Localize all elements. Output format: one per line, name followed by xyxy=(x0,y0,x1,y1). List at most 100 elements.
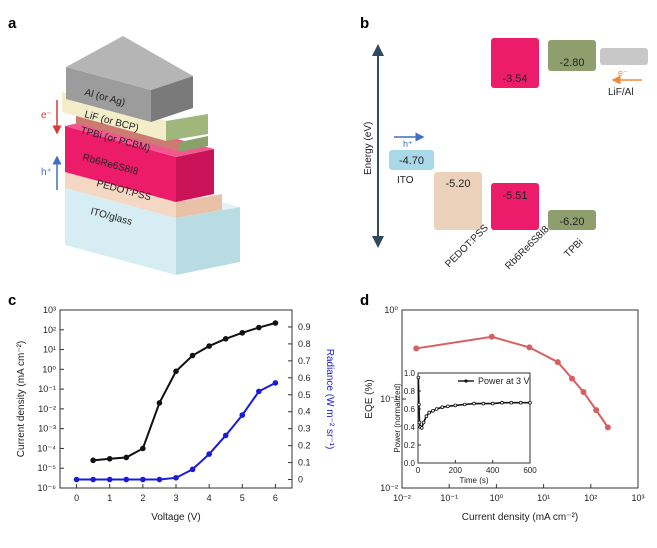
y-tick-label-c: 10⁻¹ xyxy=(38,384,56,394)
y2-axis-label-c: Radiance (W m⁻² sr⁻¹) xyxy=(324,349,335,450)
x-tick-label-c: 5 xyxy=(240,493,245,503)
y2-tick-label-c: 0.6 xyxy=(298,373,311,383)
y-tick-label-inset: 0.2 xyxy=(404,441,416,450)
data-point-d xyxy=(488,333,495,340)
data-point-inset xyxy=(472,401,476,406)
y2-tick-label-c: 0 xyxy=(298,475,303,485)
tpbi-homo-box xyxy=(548,210,596,230)
lif-al-label: LiF/Al xyxy=(608,87,634,98)
perovskite-vb-value: -5.51 xyxy=(502,190,527,202)
y2-tick-label-c: 0.7 xyxy=(298,356,311,366)
y-tick-label-d: 10⁻¹ xyxy=(380,394,398,404)
data-point-c-1 xyxy=(222,432,229,439)
data-point-c-0 xyxy=(239,330,246,336)
y2-tick-label-c: 0.8 xyxy=(298,339,311,349)
data-point-c-0 xyxy=(206,343,212,349)
data-point-c-1 xyxy=(256,388,262,395)
data-point-d xyxy=(554,359,561,366)
data-point-c-1 xyxy=(90,476,96,483)
x-axis-label-d: Current density (mA cm⁻²) xyxy=(462,512,578,523)
tpbi-lumo-box xyxy=(548,40,596,71)
layer-pedot-side xyxy=(176,194,222,218)
series-line-c-1 xyxy=(76,382,276,481)
y-tick-label-inset: 0.4 xyxy=(404,423,416,432)
electron-label-b: e⁻ xyxy=(618,68,628,78)
layer-pedot-front xyxy=(65,172,176,218)
data-point-c-1 xyxy=(140,476,146,483)
energy-axis-arrow-down xyxy=(372,236,384,248)
lif-al-box xyxy=(600,48,648,65)
pedot-level-box xyxy=(434,172,482,230)
plot-frame-inset xyxy=(417,372,531,464)
y-tick-label-d: 10⁰ xyxy=(384,305,398,315)
layer-al-front xyxy=(66,67,151,122)
y-tick-label-inset: 1.0 xyxy=(404,369,416,378)
x-tick-label-c: 4 xyxy=(207,493,212,503)
data-point-c-0 xyxy=(156,400,163,406)
chart-d: 10⁻² 10⁻¹ 10⁰ 10¹ 10² 10³ 10⁻² 10⁻¹ 10⁰ Current d… xyxy=(364,305,645,523)
data-point-c-1 xyxy=(189,466,196,473)
y2-tick-label-c: 0.3 xyxy=(298,424,311,434)
x-tick-label-d: 10¹ xyxy=(537,493,550,503)
y2-tick-label-c: 0.1 xyxy=(298,458,311,468)
panel-letter-a: a xyxy=(8,15,17,32)
y-tick-label-c: 10² xyxy=(43,325,56,335)
y-tick-label-c: 10¹ xyxy=(43,345,56,355)
data-point-inset xyxy=(481,401,486,406)
data-point-inset xyxy=(490,401,495,406)
layer-tpbi-side xyxy=(180,136,208,152)
tpbi-homo-value: -6.20 xyxy=(559,216,584,228)
legend-marker-inset xyxy=(464,379,468,383)
y2-tick-label-c: 0.2 xyxy=(298,441,311,451)
data-point-c-0 xyxy=(256,324,262,331)
y-tick-label-c: 10⁻⁴ xyxy=(37,443,56,453)
data-point-c-0 xyxy=(90,457,96,464)
x-tick-label-d: 10³ xyxy=(631,493,644,503)
data-point-inset xyxy=(424,414,429,419)
data-point-inset xyxy=(434,407,439,411)
perovskite-cb-value: -3.54 xyxy=(502,73,527,85)
data-point-inset xyxy=(431,408,435,413)
data-point-c-0 xyxy=(106,455,113,462)
device-stack xyxy=(62,36,240,275)
perovskite-vb-box xyxy=(491,183,539,230)
y-tick-label-c: 10⁻² xyxy=(38,404,56,414)
data-point-inset xyxy=(453,403,458,408)
energy-axis-label: Energy (eV) xyxy=(363,122,374,175)
x-tick-label-d: 10⁰ xyxy=(490,493,504,503)
y2-tick-label-c: 0.5 xyxy=(298,390,311,400)
ito-level-box xyxy=(389,150,434,170)
legend-label-inset: Power at 3 V xyxy=(478,376,530,386)
data-point-c-0 xyxy=(173,368,179,375)
data-point-c-1 xyxy=(106,476,113,483)
y-tick-label-c: 10⁻⁶ xyxy=(38,483,57,493)
data-point-d xyxy=(569,375,576,382)
y-tick-label-d: 10⁻² xyxy=(380,483,398,493)
chart-inset: 0 200 400 600 0.0 0.2 0.4 0.6 0.8 1.0 Time (s) Powe… xyxy=(393,369,537,485)
x-tick-label-inset: 200 xyxy=(449,466,463,475)
data-point-c-0 xyxy=(140,445,146,452)
data-point-inset xyxy=(500,400,504,405)
perovskite-cb-box xyxy=(491,38,539,88)
x-tick-label-c: 0 xyxy=(74,493,79,503)
data-point-c-0 xyxy=(272,320,279,326)
pedot-level-value: -5.20 xyxy=(445,178,470,190)
y-axis-label-c: Current density (mA cm⁻²) xyxy=(16,341,27,457)
data-point-c-1 xyxy=(272,380,279,386)
y-tick-label-c: 10⁻³ xyxy=(38,424,56,434)
layer-al-top xyxy=(66,36,193,90)
data-point-inset xyxy=(417,402,421,407)
ito-label: ITO xyxy=(397,175,414,186)
panel-letter-c: c xyxy=(8,292,16,309)
panel-letter-b: b xyxy=(360,15,369,32)
x-tick-label-c: 3 xyxy=(173,493,178,503)
y-tick-label-inset: 0.8 xyxy=(404,387,416,396)
x-axis-label-inset: Time (s) xyxy=(459,476,488,485)
x-tick-label-c: 2 xyxy=(140,493,145,503)
y-tick-label-c: 10⁻⁵ xyxy=(38,463,57,473)
data-point-inset xyxy=(518,400,523,405)
tpbi-lumo-value: -2.80 xyxy=(559,57,584,69)
x-tick-label-c: 6 xyxy=(273,493,278,503)
data-point-inset xyxy=(509,400,514,405)
